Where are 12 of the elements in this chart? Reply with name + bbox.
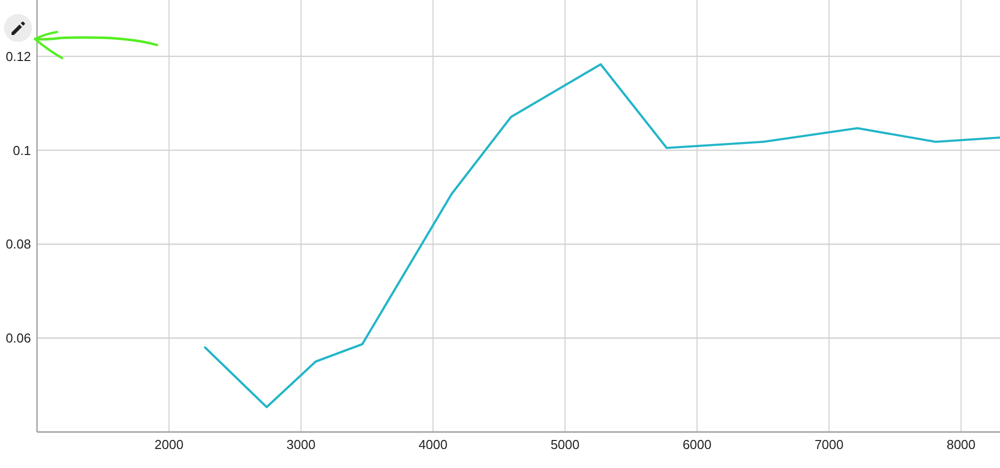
x-tick-label: 8000 bbox=[946, 437, 976, 452]
x-tick-label: 3000 bbox=[286, 437, 316, 452]
x-tick-label: 5000 bbox=[550, 437, 580, 452]
x-tick-label: 7000 bbox=[814, 437, 844, 452]
line-series bbox=[204, 63, 1000, 408]
y-tick-label: 0.12 bbox=[6, 48, 31, 64]
x-tick-label: 2000 bbox=[154, 437, 184, 452]
x-tick-label: 4000 bbox=[418, 437, 448, 452]
x-tick-label: 6000 bbox=[682, 437, 712, 452]
y-tick-label: 0.1 bbox=[12, 142, 31, 158]
y-tick-label: 0.06 bbox=[6, 330, 31, 346]
y-tick-label: 0.08 bbox=[6, 236, 31, 252]
